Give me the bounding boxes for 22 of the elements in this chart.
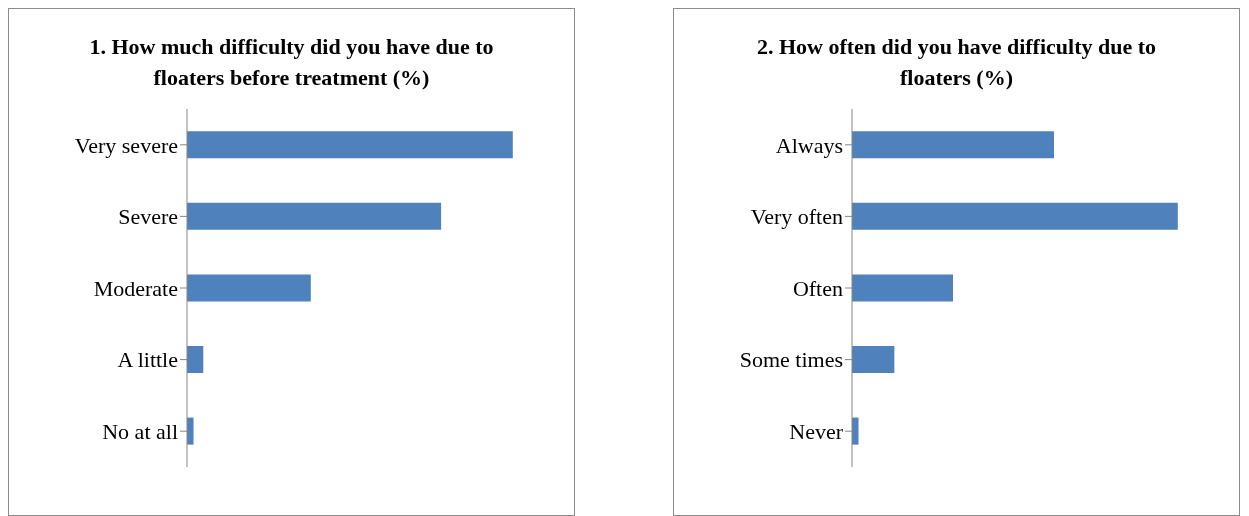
bar bbox=[187, 274, 311, 302]
chart-title: 1. How much difficulty did you have due to floaters before treatment (%) bbox=[88, 33, 495, 92]
bar bbox=[187, 131, 513, 159]
y-tick-label: Never bbox=[789, 419, 844, 445]
y-tick-label: A little bbox=[117, 347, 178, 373]
bar bbox=[187, 202, 442, 230]
bar bbox=[852, 346, 895, 373]
bar bbox=[187, 417, 194, 445]
bar bbox=[852, 131, 1054, 159]
bar bbox=[852, 417, 859, 445]
chart-title: 2. How often did you have difficulty due to floaters (%) bbox=[755, 33, 1158, 92]
bar bbox=[852, 274, 953, 302]
y-tick-label: Very often bbox=[750, 204, 843, 230]
y-tick-label: Some times bbox=[739, 347, 843, 373]
y-tick-label: No at all bbox=[102, 419, 178, 445]
y-tick-label: Severe bbox=[118, 204, 178, 230]
y-tick-label: Moderate bbox=[93, 275, 178, 301]
bar bbox=[187, 346, 204, 373]
bar bbox=[852, 202, 1178, 230]
y-tick-label: Often bbox=[792, 275, 843, 301]
y-tick-label: Very severe bbox=[74, 132, 178, 158]
y-tick-label: Always bbox=[775, 132, 843, 158]
